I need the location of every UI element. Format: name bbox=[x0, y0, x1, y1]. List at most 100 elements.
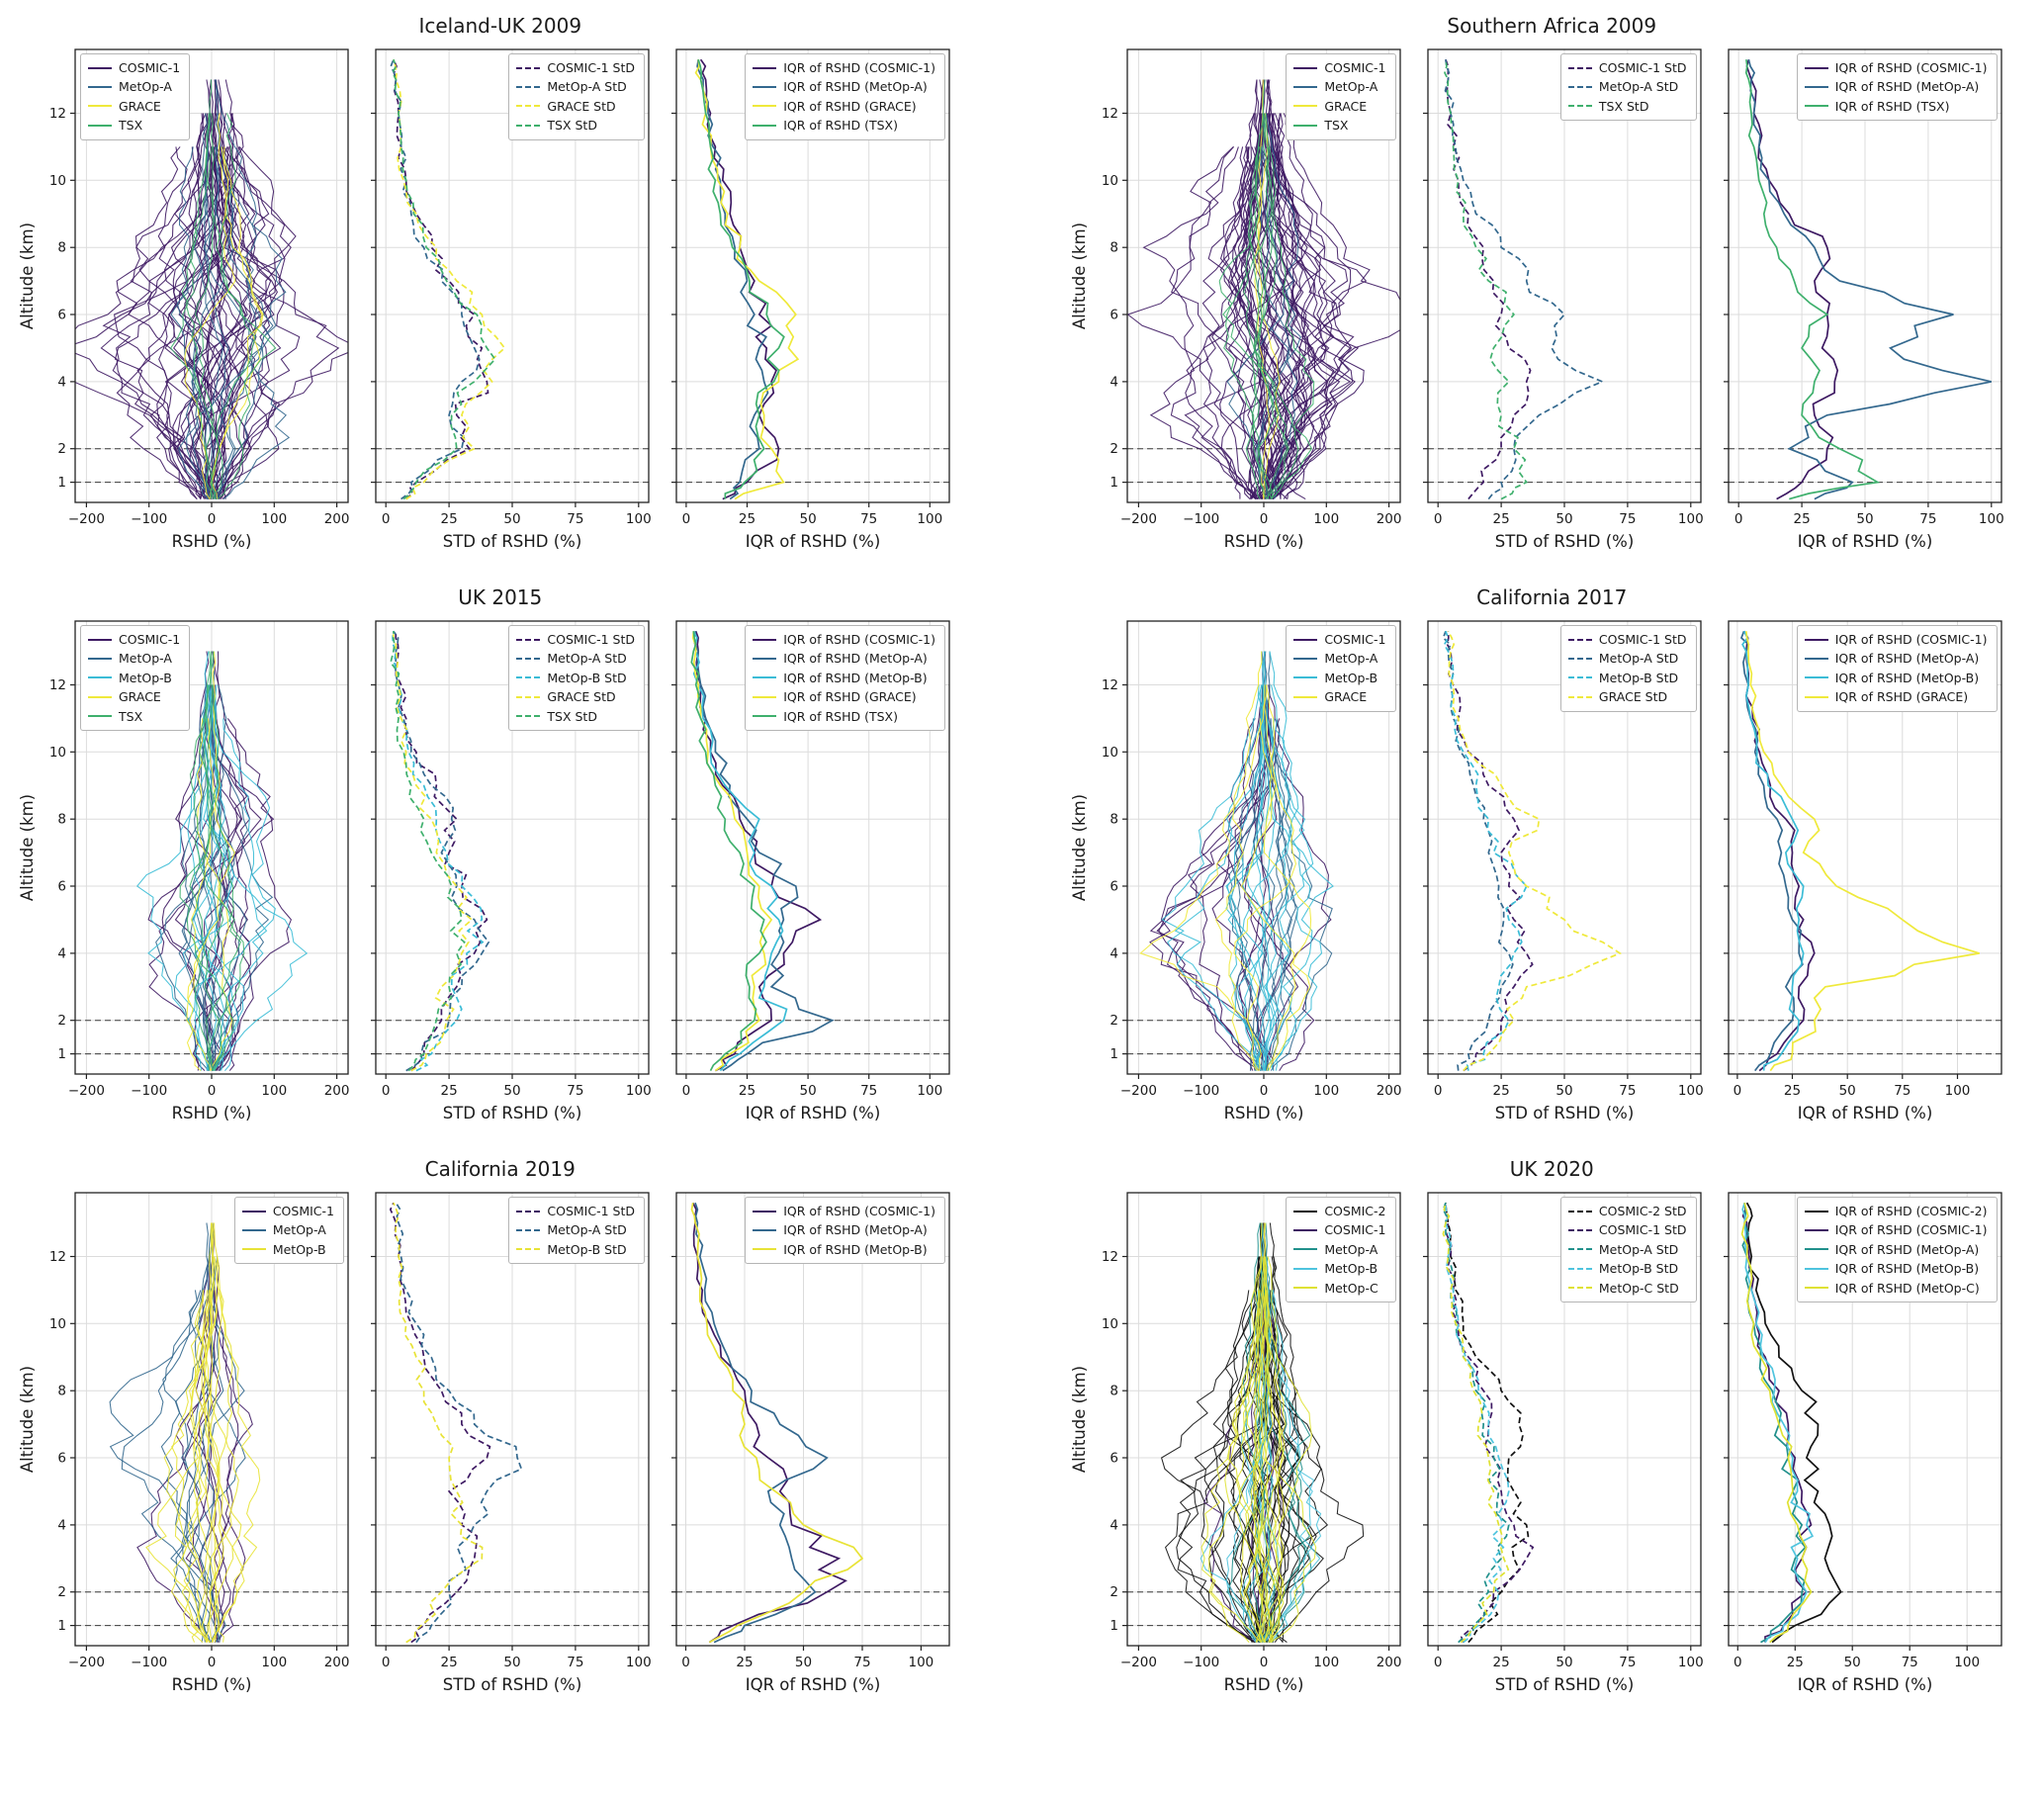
legend-item: MetOp-B bbox=[1293, 669, 1385, 687]
legend: COSMIC-2 COSMIC-1 MetOp-A MetOp-B MetOp-C bbox=[1286, 1197, 1396, 1302]
svg-text:200: 200 bbox=[1376, 1083, 1401, 1099]
legend-item: GRACE StD bbox=[516, 687, 635, 706]
legend-label: MetOp-A StD bbox=[547, 79, 627, 95]
legend-label: GRACE bbox=[119, 98, 161, 114]
legend-label: IQR of RSHD (TSX) bbox=[783, 708, 898, 724]
legend-line-swatch-icon bbox=[516, 638, 541, 641]
legend: COSMIC-1 StD MetOp-A StD GRACE StD TSX StD bbox=[508, 53, 645, 140]
axis-ticks bbox=[1723, 1255, 1968, 1651]
legend: IQR of RSHD (COSMIC-1) IQR of RSHD (MetOp… bbox=[1796, 53, 1998, 122]
legend-label: GRACE StD bbox=[1598, 689, 1668, 705]
panel-california-2017: California 2017 −200 −100 0 100 200 1 2 4 6 8 10 12 R… bbox=[1070, 585, 2035, 1131]
legend-line-swatch-icon bbox=[753, 658, 777, 661]
legend-line-swatch-icon bbox=[1804, 658, 1828, 661]
axis-ticks bbox=[1422, 112, 1691, 507]
svg-text:6: 6 bbox=[1110, 1451, 1118, 1467]
legend-line-swatch-icon bbox=[753, 86, 777, 89]
svg-text:75: 75 bbox=[860, 1083, 877, 1099]
svg-text:4: 4 bbox=[57, 374, 66, 390]
legend-line-swatch-icon bbox=[516, 124, 541, 127]
svg-text:50: 50 bbox=[503, 1655, 520, 1670]
altitude-reference-lines bbox=[676, 448, 949, 484]
ensemble-subplot-wrap: −200 −100 0 100 200 1 2 4 6 8 10 12 RSHD (%) Altitude… bbox=[18, 42, 356, 560]
legend: COSMIC-1 MetOp-A GRACE TSX bbox=[80, 53, 191, 140]
legend-line-swatch-icon bbox=[1567, 1229, 1592, 1232]
legend-item: MetOp-A StD bbox=[1567, 649, 1687, 668]
legend: COSMIC-1 StD MetOp-A StD TSX StD bbox=[1559, 53, 1697, 122]
legend-line-swatch-icon bbox=[753, 1248, 777, 1251]
svg-text:10: 10 bbox=[1101, 745, 1117, 761]
legend-item: IQR of RSHD (MetOp-A) bbox=[1804, 649, 1988, 668]
legend-label: IQR of RSHD (MetOp-A) bbox=[1834, 1241, 1980, 1257]
legend-item: IQR of RSHD (MetOp-A) bbox=[753, 77, 935, 96]
std-subplot-wrap: 0 25 50 75 100 STD of RSHD (%) COSMIC-1 StD Met… bbox=[1418, 613, 1709, 1131]
legend-line-swatch-icon bbox=[1293, 695, 1318, 698]
legend-label: TSX bbox=[1324, 118, 1349, 134]
y-axis-label: Altitude (km) bbox=[18, 223, 37, 329]
legend-item: IQR of RSHD (TSX) bbox=[753, 116, 935, 135]
statistic-curves bbox=[1739, 630, 1980, 1072]
svg-text:0: 0 bbox=[1433, 511, 1442, 527]
legend: IQR of RSHD (COSMIC-1) IQR of RSHD (MetOp… bbox=[745, 625, 945, 731]
legend-item: TSX StD bbox=[516, 707, 635, 726]
svg-text:0: 0 bbox=[1259, 511, 1268, 527]
legend-item: IQR of RSHD (TSX) bbox=[753, 707, 935, 726]
svg-text:12: 12 bbox=[49, 677, 66, 693]
legend-label: COSMIC-1 StD bbox=[1598, 1222, 1687, 1238]
axis-ticks bbox=[1121, 1255, 1389, 1651]
plot-spines bbox=[675, 620, 950, 1075]
axis-tick-labels: 0 25 50 75 100 bbox=[1733, 511, 2003, 527]
legend-line-swatch-icon bbox=[1804, 86, 1828, 89]
altitude-reference-lines bbox=[1728, 448, 2001, 484]
legend-line-swatch-icon bbox=[1293, 658, 1318, 661]
statistic-curves bbox=[389, 1202, 523, 1644]
svg-text:25: 25 bbox=[441, 1083, 458, 1099]
legend-label: MetOp-A StD bbox=[547, 651, 627, 667]
legend-label: IQR of RSHD (COSMIC-1) bbox=[1834, 632, 1988, 647]
svg-text:0: 0 bbox=[382, 1083, 391, 1099]
legend-item: COSMIC-1 bbox=[241, 1202, 334, 1220]
svg-text:200: 200 bbox=[1376, 511, 1401, 527]
southern-africa-2009-iqr-subplot: 0 25 50 75 100 IQR of RSHD (%) bbox=[1723, 48, 2003, 551]
svg-text:0: 0 bbox=[208, 1655, 217, 1670]
plot-spines bbox=[675, 48, 950, 503]
svg-text:−200: −200 bbox=[68, 1655, 105, 1670]
legend-item: MetOp-A StD bbox=[516, 77, 635, 96]
altitude-reference-lines bbox=[1427, 1020, 1701, 1055]
legend-line-swatch-icon bbox=[1293, 1248, 1318, 1251]
legend-item: IQR of RSHD (COSMIC-1) bbox=[753, 1202, 935, 1220]
legend-item: MetOp-B StD bbox=[1567, 1259, 1687, 1278]
svg-text:2: 2 bbox=[1110, 1013, 1118, 1029]
axis-ticks bbox=[371, 112, 640, 507]
svg-text:8: 8 bbox=[1110, 240, 1118, 256]
rshd-profiles bbox=[75, 79, 348, 500]
legend-item: TSX StD bbox=[1567, 97, 1687, 116]
legend-item: TSX bbox=[88, 116, 180, 135]
legend-line-swatch-icon bbox=[1293, 676, 1318, 679]
x-axis-label: IQR of RSHD (%) bbox=[746, 1104, 881, 1122]
legend-item: MetOp-A StD bbox=[516, 1220, 635, 1239]
svg-text:2: 2 bbox=[57, 1584, 66, 1600]
legend-label: MetOp-A StD bbox=[1598, 1241, 1679, 1257]
svg-text:1: 1 bbox=[57, 1046, 66, 1062]
legend-item: IQR of RSHD (COSMIC-1) bbox=[1804, 1220, 1988, 1239]
legend: IQR of RSHD (COSMIC-2) IQR of RSHD (COSMI… bbox=[1796, 1197, 1998, 1302]
rshd-profiles bbox=[1138, 651, 1334, 1072]
legend: IQR of RSHD (COSMIC-1) IQR of RSHD (MetOp… bbox=[745, 53, 945, 140]
legend-line-swatch-icon bbox=[88, 66, 112, 69]
legend-label: IQR of RSHD (COSMIC-2) bbox=[1834, 1204, 1988, 1218]
legend-label: IQR of RSHD (MetOp-B) bbox=[783, 670, 928, 685]
svg-text:100: 100 bbox=[1944, 1083, 1970, 1099]
altitude-reference-lines bbox=[376, 448, 649, 484]
iqr-subplot-wrap: 0 25 50 75 100 IQR of RSHD (%) IQR of RSHD (CO… bbox=[667, 1185, 957, 1703]
legend-item: MetOp-B StD bbox=[516, 1240, 635, 1259]
legend-line-swatch-icon bbox=[753, 676, 777, 679]
axis-ticks bbox=[1422, 1255, 1691, 1651]
legend-line-swatch-icon bbox=[88, 695, 112, 698]
svg-text:12: 12 bbox=[1101, 106, 1117, 122]
legend-item: MetOp-C StD bbox=[1567, 1279, 1687, 1298]
altitude-reference-lines bbox=[676, 1591, 949, 1627]
legend-label: MetOp-A StD bbox=[547, 1222, 627, 1238]
legend-item: COSMIC-2 StD bbox=[1567, 1202, 1687, 1220]
